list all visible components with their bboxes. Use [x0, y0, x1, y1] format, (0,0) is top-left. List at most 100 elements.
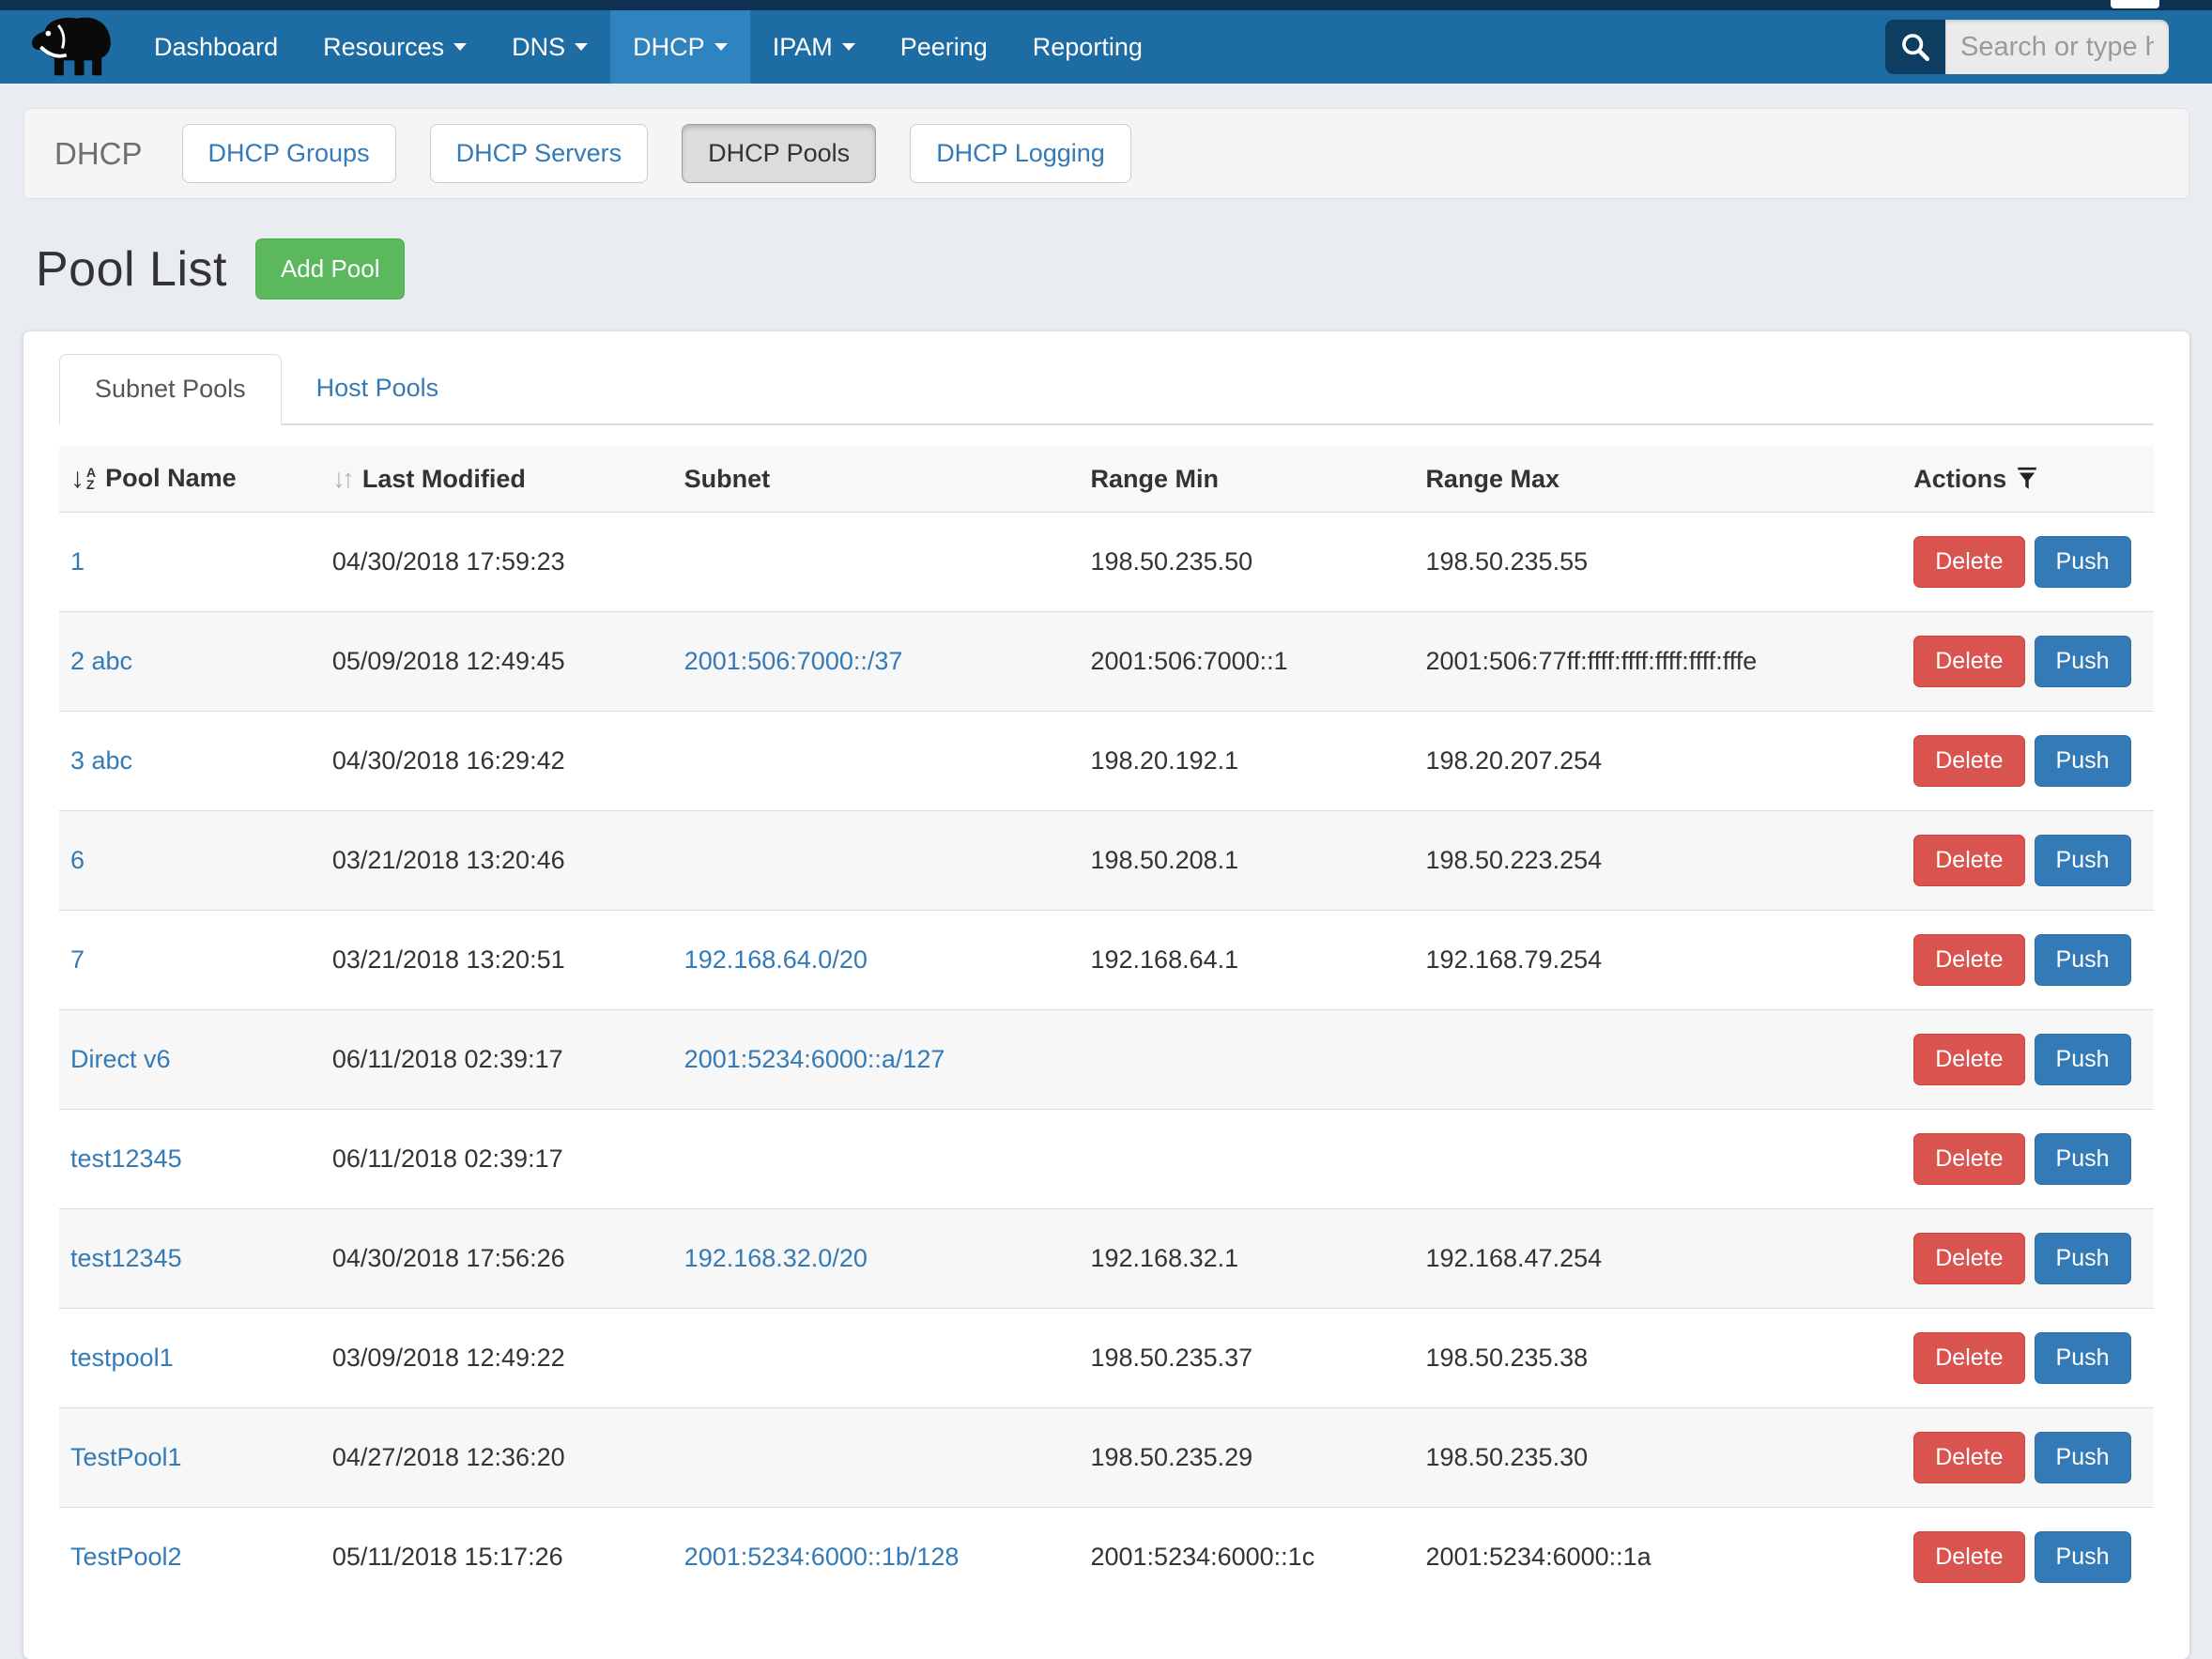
nav-item-resources[interactable]: Resources — [300, 10, 489, 84]
range-max-cell: 198.50.235.30 — [1414, 1408, 1902, 1508]
pool-name-cell: Direct v6 — [59, 1010, 321, 1110]
actions-cell: DeletePush — [1902, 1010, 2154, 1110]
subnet-cell — [673, 1110, 1080, 1209]
nav-item-dns[interactable]: DNS — [489, 10, 610, 84]
delete-button[interactable]: Delete — [1913, 1531, 2024, 1583]
subnet-cell: 192.168.32.0/20 — [673, 1209, 1080, 1309]
actions-cell: DeletePush — [1902, 1209, 2154, 1309]
caret-down-icon — [453, 43, 467, 51]
subnet-cell: 2001:506:7000::/37 — [673, 612, 1080, 712]
column-header-pool-name[interactable]: ↓AZ Pool Name — [59, 446, 321, 513]
push-button[interactable]: Push — [2035, 1531, 2131, 1583]
last-modified-cell: 05/09/2018 12:49:45 — [321, 612, 673, 712]
app-logo[interactable] — [0, 10, 131, 84]
pool-name-link[interactable]: Direct v6 — [70, 1045, 171, 1073]
tab-subnet-pools[interactable]: Subnet Pools — [59, 354, 282, 425]
last-modified-cell: 04/30/2018 17:59:23 — [321, 513, 673, 612]
search-icon[interactable] — [1885, 20, 1945, 74]
pool-name-cell: 6 — [59, 811, 321, 911]
push-button[interactable]: Push — [2035, 1432, 2131, 1483]
pool-name-link[interactable]: 7 — [70, 945, 84, 974]
pool-name-link[interactable]: test12345 — [70, 1244, 182, 1272]
delete-button[interactable]: Delete — [1913, 1432, 2024, 1483]
push-button[interactable]: Push — [2035, 1034, 2131, 1085]
pool-name-link[interactable]: test12345 — [70, 1144, 182, 1173]
push-button[interactable]: Push — [2035, 536, 2131, 588]
last-modified-cell: 06/11/2018 02:39:17 — [321, 1010, 673, 1110]
nav-menu: DashboardResourcesDNSDHCPIPAMPeeringRepo… — [131, 10, 1165, 84]
pool-name-link[interactable]: 3 abc — [70, 746, 132, 775]
section-button-dhcp-pools[interactable]: DHCP Pools — [682, 124, 876, 183]
actions-cell: DeletePush — [1902, 911, 2154, 1010]
push-button[interactable]: Push — [2035, 1233, 2131, 1284]
subnet-link[interactable]: 2001:506:7000::/37 — [684, 647, 903, 675]
last-modified-cell: 03/21/2018 13:20:51 — [321, 911, 673, 1010]
table-row: 603/21/2018 13:20:46198.50.208.1198.50.2… — [59, 811, 2154, 911]
subnet-link[interactable]: 2001:5234:6000::1b/128 — [684, 1543, 960, 1571]
tab-bar: Subnet PoolsHost Pools — [59, 354, 2154, 425]
nav-item-ipam[interactable]: IPAM — [750, 10, 878, 84]
section-button-dhcp-groups[interactable]: DHCP Groups — [182, 124, 396, 183]
delete-button[interactable]: Delete — [1913, 636, 2024, 687]
range-min-cell: 198.50.208.1 — [1079, 811, 1414, 911]
push-button[interactable]: Push — [2035, 934, 2131, 986]
subnet-link[interactable]: 192.168.32.0/20 — [684, 1244, 868, 1272]
delete-button[interactable]: Delete — [1913, 536, 2024, 588]
section-button-dhcp-logging[interactable]: DHCP Logging — [910, 124, 1131, 183]
column-header-subnet: Subnet — [673, 446, 1080, 513]
delete-button[interactable]: Delete — [1913, 1034, 2024, 1085]
caret-down-icon — [575, 43, 588, 51]
push-button[interactable]: Push — [2035, 636, 2131, 687]
range-max-cell: 198.50.223.254 — [1414, 811, 1902, 911]
pool-name-link[interactable]: 2 abc — [70, 647, 132, 675]
caret-down-icon — [714, 43, 728, 51]
nav-item-reporting[interactable]: Reporting — [1010, 10, 1165, 84]
range-min-cell: 198.50.235.50 — [1079, 513, 1414, 612]
sort-alpha-asc-icon: ↓AZ — [70, 465, 96, 493]
subnet-link[interactable]: 192.168.64.0/20 — [684, 945, 868, 974]
pool-name-link[interactable]: testpool1 — [70, 1344, 174, 1372]
column-header-last-modified[interactable]: ↓↑ Last Modified — [321, 446, 673, 513]
push-button[interactable]: Push — [2035, 835, 2131, 886]
delete-button[interactable]: Delete — [1913, 1133, 2024, 1185]
subnet-link[interactable]: 2001:5234:6000::a/127 — [684, 1045, 945, 1073]
column-header-range-max: Range Max — [1414, 446, 1902, 513]
pool-name-link[interactable]: 6 — [70, 846, 84, 874]
delete-button[interactable]: Delete — [1913, 1233, 2024, 1284]
pool-name-link[interactable]: TestPool1 — [70, 1443, 182, 1471]
section-button-dhcp-servers[interactable]: DHCP Servers — [430, 124, 649, 183]
push-button[interactable]: Push — [2035, 1133, 2131, 1185]
range-min-cell — [1079, 1010, 1414, 1110]
range-max-cell: 198.20.207.254 — [1414, 712, 1902, 811]
nav-item-peering[interactable]: Peering — [878, 10, 1010, 84]
filter-funnel-icon[interactable] — [2016, 467, 2038, 491]
pool-list-card: Subnet PoolsHost Pools ↓AZ Pool Name — [23, 331, 2189, 1659]
actions-cell: DeletePush — [1902, 1508, 2154, 1607]
push-button[interactable]: Push — [2035, 735, 2131, 787]
table-row: 2 abc 05/09/2018 12:49:45 2001:506:7000::/… — [59, 612, 2154, 712]
pool-name-cell: test12345 — [59, 1110, 321, 1209]
tab-host-pools[interactable]: Host Pools — [282, 354, 474, 423]
range-max-cell: 198.50.235.55 — [1414, 513, 1902, 612]
nav-item-dashboard[interactable]: Dashboard — [131, 10, 300, 84]
subnet-cell — [673, 811, 1080, 911]
pool-name-link[interactable]: 1 — [70, 547, 84, 576]
range-min-cell — [1079, 1110, 1414, 1209]
actions-cell: DeletePush — [1902, 1408, 2154, 1508]
subnet-cell — [673, 513, 1080, 612]
pool-name-link[interactable]: TestPool2 — [70, 1543, 182, 1571]
add-pool-button[interactable]: Add Pool — [255, 238, 406, 300]
delete-button[interactable]: Delete — [1913, 934, 2024, 986]
search-input[interactable] — [1945, 20, 2169, 74]
push-button[interactable]: Push — [2035, 1332, 2131, 1384]
table-row: test1234504/30/2018 17:56:26192.168.32.0… — [59, 1209, 2154, 1309]
nav-item-dhcp[interactable]: DHCP — [610, 10, 750, 84]
delete-button[interactable]: Delete — [1913, 1332, 2024, 1384]
pool-name-cell: testpool1 — [59, 1309, 321, 1408]
table-row: 703/21/2018 13:20:51192.168.64.0/20192.1… — [59, 911, 2154, 1010]
pool-name-cell: 1 — [59, 513, 321, 612]
last-modified-cell: 05/11/2018 15:17:26 — [321, 1508, 673, 1607]
delete-button[interactable]: Delete — [1913, 735, 2024, 787]
delete-button[interactable]: Delete — [1913, 835, 2024, 886]
range-min-cell: 198.50.235.37 — [1079, 1309, 1414, 1408]
